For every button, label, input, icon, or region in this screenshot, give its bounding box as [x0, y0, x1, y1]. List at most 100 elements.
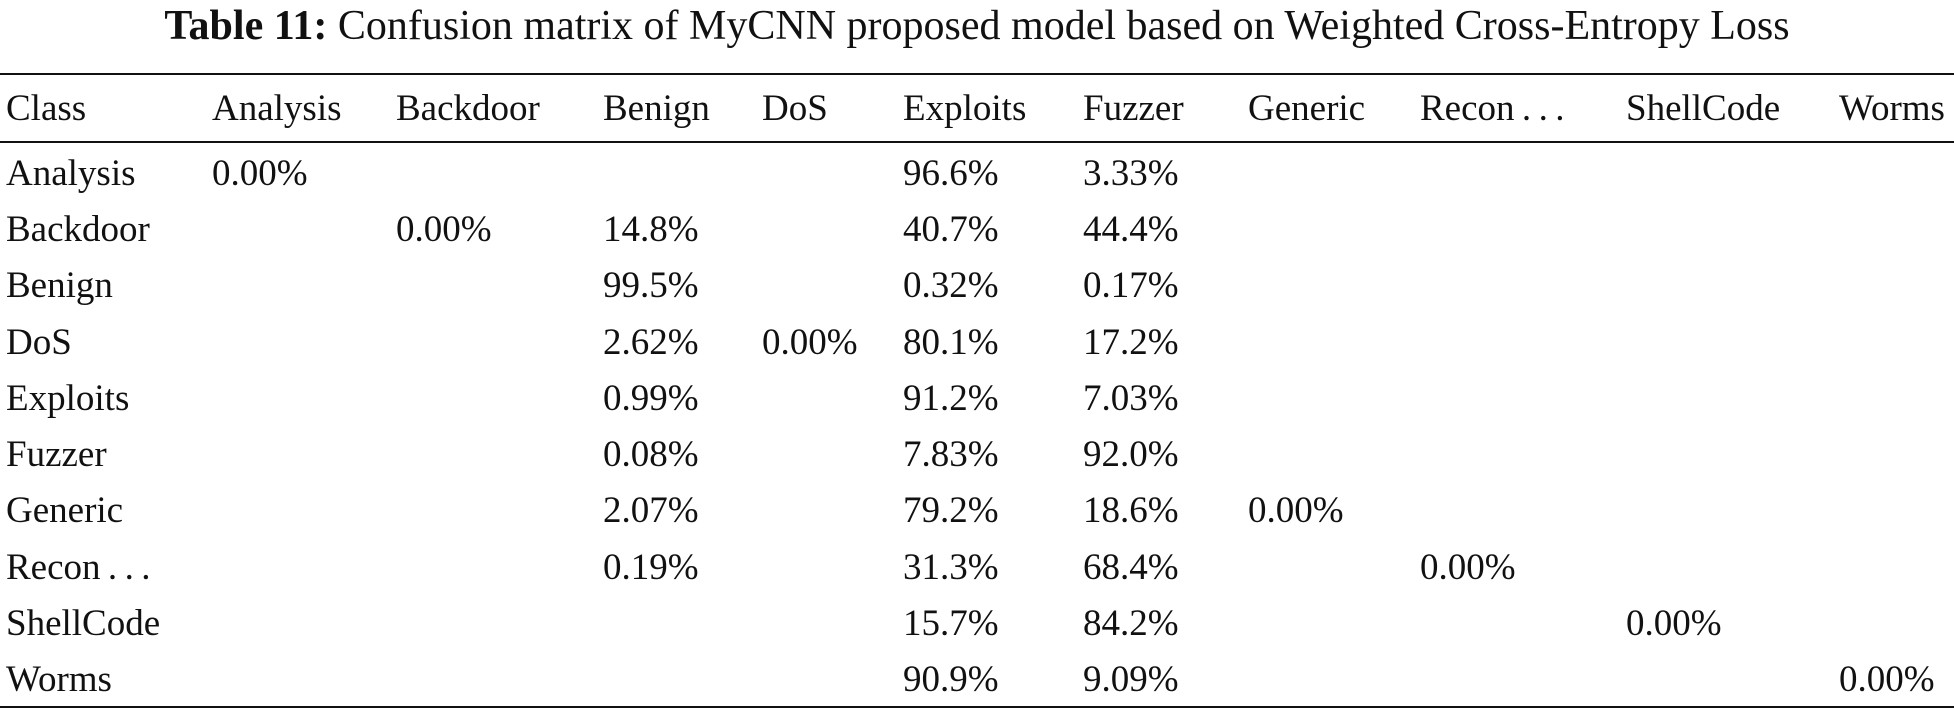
- row-class-label: Exploits: [6, 377, 130, 419]
- matrix-cell: 0.99%: [603, 377, 699, 419]
- matrix-cell: [1839, 539, 1954, 595]
- matrix-cell: 0.19%: [603, 546, 699, 588]
- matrix-cell: [212, 201, 396, 257]
- matrix-cell: 31.3%: [903, 546, 999, 588]
- matrix-cell: [1626, 370, 1839, 426]
- table-bottom-rule: [0, 706, 1954, 708]
- table-row: Recon . . . 0.19% 31.3% 68.4% 0.00%: [0, 539, 1954, 595]
- matrix-cell: 17.2%: [1083, 321, 1179, 363]
- matrix-cell: [1420, 201, 1626, 257]
- matrix-cell: [396, 652, 603, 708]
- matrix-cell: [396, 370, 603, 426]
- table-row: Generic 2.07% 79.2% 18.6% 0.00%: [0, 483, 1954, 539]
- matrix-cell: [396, 258, 603, 314]
- matrix-cell: 0.17%: [1083, 265, 1179, 307]
- matrix-cell: [212, 539, 396, 595]
- column-header: ShellCode: [1626, 88, 1781, 129]
- matrix-cell: 3.33%: [1083, 152, 1179, 194]
- matrix-cell: [1626, 483, 1839, 539]
- matrix-cell: [1248, 370, 1420, 426]
- matrix-cell: [1248, 652, 1420, 708]
- table-caption-text: Confusion matrix of MyCNN proposed model…: [337, 3, 1790, 49]
- table-row: Benign 99.5% 0.32% 0.17%: [0, 258, 1954, 314]
- matrix-cell: [603, 595, 762, 651]
- matrix-cell: 84.2%: [1083, 603, 1179, 645]
- table-top-rule: [0, 73, 1954, 75]
- matrix-cell: 7.83%: [903, 434, 999, 476]
- matrix-cell: [1248, 201, 1420, 257]
- matrix-cell: 0.08%: [603, 434, 699, 476]
- row-class-label: ShellCode: [6, 603, 161, 645]
- matrix-cell: [762, 370, 903, 426]
- matrix-cell: 9.09%: [1083, 659, 1179, 701]
- matrix-cell: 0.32%: [903, 265, 999, 307]
- column-header: Benign: [603, 88, 710, 129]
- table-caption-label: Table 11:: [164, 3, 328, 49]
- matrix-cell: [212, 595, 396, 651]
- column-header: Exploits: [903, 88, 1027, 129]
- matrix-cell: 18.6%: [1083, 490, 1179, 532]
- matrix-cell: [1626, 141, 1839, 201]
- table-row: DoS 2.62% 0.00% 80.1% 17.2%: [0, 314, 1954, 370]
- matrix-cell: [603, 652, 762, 708]
- matrix-cell: [1626, 426, 1839, 482]
- row-class-label: Benign: [6, 265, 113, 307]
- matrix-cell: [396, 314, 603, 370]
- matrix-cell: 15.7%: [903, 603, 999, 645]
- row-class-label: Generic: [6, 490, 124, 532]
- matrix-cell: 91.2%: [903, 377, 999, 419]
- row-class-label: DoS: [6, 321, 72, 363]
- confusion-matrix-table: Class Analysis Backdoor Benign DoS Exploits Fu…: [0, 76, 1954, 708]
- column-header: Analysis: [212, 88, 342, 129]
- column-header: Backdoor: [396, 88, 540, 129]
- matrix-cell: [1420, 483, 1626, 539]
- table-header-rule: [0, 141, 1954, 143]
- row-class-label: Analysis: [6, 152, 136, 194]
- matrix-cell: [1420, 595, 1626, 651]
- matrix-cell: [212, 258, 396, 314]
- matrix-cell: 0.00%: [762, 321, 858, 363]
- matrix-cell: [1839, 426, 1954, 482]
- matrix-cell: [1839, 370, 1954, 426]
- matrix-cell: 0.00%: [396, 208, 492, 250]
- matrix-cell: [1839, 595, 1954, 651]
- matrix-cell: [762, 483, 903, 539]
- matrix-cell: 0.00%: [1248, 490, 1344, 532]
- row-class-label: Worms: [6, 659, 112, 701]
- matrix-cell: [762, 539, 903, 595]
- table-row: ShellCode 15.7% 84.2% 0.00%: [0, 595, 1954, 651]
- matrix-cell: 90.9%: [903, 659, 999, 701]
- matrix-cell: [1248, 141, 1420, 201]
- matrix-cell: [1839, 314, 1954, 370]
- column-header: Class: [6, 88, 87, 129]
- matrix-cell: [762, 652, 903, 708]
- matrix-cell: 96.6%: [903, 152, 999, 194]
- matrix-cell: [1839, 201, 1954, 257]
- matrix-cell: [1626, 652, 1839, 708]
- matrix-cell: [1626, 258, 1839, 314]
- matrix-cell: [603, 141, 762, 201]
- row-class-label: Recon . . .: [6, 546, 151, 588]
- matrix-cell: [1248, 539, 1420, 595]
- matrix-cell: 80.1%: [903, 321, 999, 363]
- matrix-cell: [1626, 201, 1839, 257]
- matrix-cell: [1248, 426, 1420, 482]
- column-header: DoS: [762, 88, 828, 129]
- matrix-cell: [762, 141, 903, 201]
- matrix-cell: 0.00%: [1420, 546, 1516, 588]
- matrix-cell: [1420, 370, 1626, 426]
- matrix-cell: [762, 595, 903, 651]
- matrix-cell: 68.4%: [1083, 546, 1179, 588]
- matrix-cell: 0.00%: [1626, 603, 1722, 645]
- table-body: Analysis 0.00% 96.6% 3.33% Backdoor 0.00% 14.8…: [0, 141, 1954, 708]
- table-row: Analysis 0.00% 96.6% 3.33%: [0, 141, 1954, 201]
- matrix-cell: [212, 314, 396, 370]
- matrix-cell: [1839, 258, 1954, 314]
- matrix-cell: 2.62%: [603, 321, 699, 363]
- matrix-cell: [1420, 652, 1626, 708]
- matrix-cell: 40.7%: [903, 208, 999, 250]
- table-row: Worms 90.9% 9.09% 0.00%: [0, 652, 1954, 708]
- matrix-cell: [1248, 314, 1420, 370]
- matrix-cell: [1420, 314, 1626, 370]
- matrix-cell: [1839, 141, 1954, 201]
